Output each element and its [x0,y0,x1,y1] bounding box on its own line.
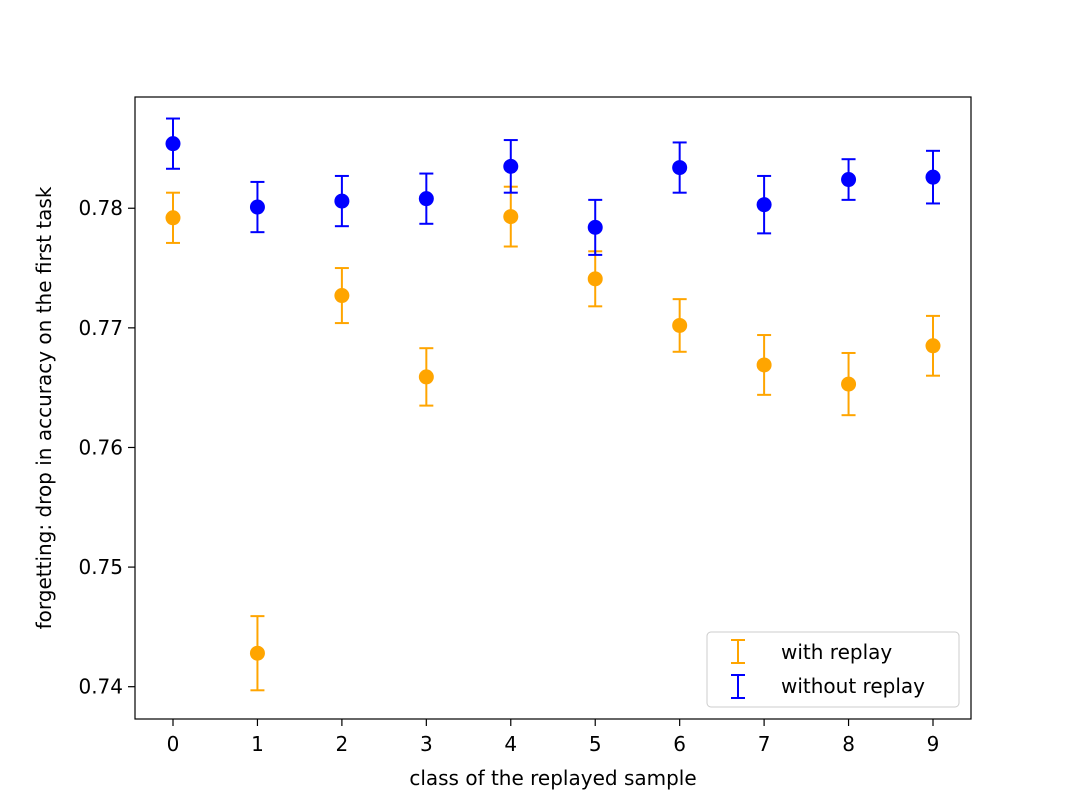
data-point [418,369,434,385]
data-point [165,136,181,152]
data-point [672,160,688,176]
data-point [249,199,265,215]
plot-frame [134,96,972,720]
data-point [587,271,603,287]
x-tick-label: 2 [336,732,349,756]
x-tick-label: 4 [504,732,517,756]
series-layer [165,117,941,692]
data-point [165,210,181,226]
x-tick-label: 0 [167,732,180,756]
legend-marker-with-replay [731,639,745,664]
x-tick-label: 7 [758,732,771,756]
data-point [756,197,772,213]
y-tick-label: 0.75 [78,555,123,579]
data-point [672,317,688,333]
x-tick-label: 6 [673,732,686,756]
data-point [418,191,434,207]
data-point [587,219,603,235]
legend-label-with-replay: with replay [781,640,892,664]
data-point [841,172,857,188]
y-tick-label: 0.74 [78,675,123,699]
data-point [249,645,265,661]
y-tick-label: 0.76 [78,435,123,459]
x-tick-label: 5 [589,732,602,756]
data-point [503,209,519,225]
x-axis-label: class of the replayed sample [409,766,696,790]
series-without-replay [165,117,941,256]
y-axis-label: forgetting: drop in accuracy on the firs… [32,186,56,629]
data-point [334,193,350,209]
x-tick-label: 9 [927,732,940,756]
legend-marker-without-replay [731,674,745,699]
legend: with replay without replay [706,631,960,708]
x-tick-label: 3 [420,732,433,756]
legend-box [706,631,960,708]
data-point [841,376,857,392]
x-tick-label: 1 [251,732,264,756]
data-point [925,338,941,354]
data-point [756,357,772,373]
legend-label-without-replay: without replay [781,674,925,698]
data-point [925,169,941,185]
y-tick-label: 0.78 [78,196,123,220]
x-axis: 0 1 2 3 4 5 6 7 8 9 [167,719,940,756]
series-with-replay [165,185,941,692]
x-tick-label: 8 [842,732,855,756]
y-tick-label: 0.77 [78,316,123,340]
data-point [334,288,350,304]
y-axis: 0.74 0.75 0.76 0.77 0.78 [78,196,135,699]
data-point [503,158,519,174]
